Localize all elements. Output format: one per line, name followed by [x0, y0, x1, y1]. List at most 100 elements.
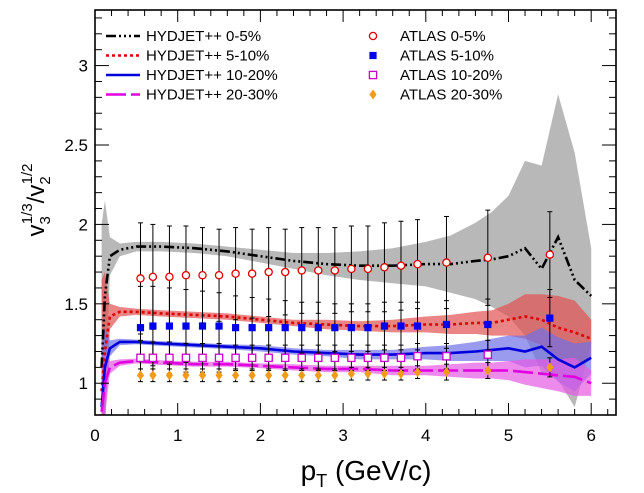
data-point-0 — [363, 264, 373, 274]
data-point-2 — [148, 353, 158, 363]
model-line-0 — [100, 233, 593, 368]
y-tick-label: 1 — [79, 374, 88, 393]
y-axis-title: v31/3/v21/2 — [19, 163, 54, 236]
legend-marker-3 — [369, 89, 377, 100]
data-point-1 — [314, 324, 322, 332]
model-band-3 — [101, 351, 592, 415]
data-point-3 — [231, 370, 240, 381]
model-line-1 — [100, 310, 592, 392]
data-point-2 — [136, 353, 145, 363]
axis-ticks — [94, 10, 616, 416]
data-point-3 — [397, 368, 405, 379]
data-point-1 — [265, 324, 273, 332]
data-point-2 — [396, 353, 406, 363]
data-point-3 — [265, 370, 273, 381]
data-point-0 — [264, 267, 273, 277]
legend-marker-1 — [369, 51, 377, 60]
model-curves — [100, 233, 593, 412]
legend-data-label-0: ATLAS 0-5% — [400, 28, 486, 45]
data-point-2 — [347, 353, 356, 363]
data-point-0 — [181, 270, 191, 280]
data-point-0 — [148, 272, 158, 282]
data-point-1 — [484, 320, 492, 329]
data-point-2 — [280, 353, 290, 363]
data-point-1 — [413, 322, 422, 330]
data-point-3 — [364, 368, 372, 379]
legend-label-3: HYDJET++ 20-30% — [146, 87, 278, 104]
data-point-2 — [483, 350, 493, 359]
x-tick-label: 4 — [421, 426, 430, 445]
x-tick-label: 3 — [338, 426, 347, 445]
data-point-1 — [331, 324, 339, 332]
data-point-0 — [413, 259, 422, 269]
legend-data-label-2: ATLAS 10-20% — [400, 67, 502, 84]
data-point-2 — [297, 353, 306, 363]
y-tick-label: 1.5 — [64, 295, 88, 314]
legend-label-2: HYDJET++ 10-20% — [146, 67, 278, 84]
data-point-0 — [198, 270, 207, 280]
data-point-1 — [364, 324, 372, 332]
legend: HYDJET++ 0-5% HYDJET++ 5-10% HYDJET++ 10-2… — [106, 28, 502, 104]
legend-label-0: HYDJET++ 0-5% — [146, 28, 261, 45]
data-point-3 — [298, 370, 306, 381]
data-point-3 — [165, 370, 174, 381]
data-point-0 — [165, 272, 174, 282]
x-tick-label: 2 — [256, 426, 265, 445]
x-axis-title: pT (GeV/c) — [301, 455, 432, 491]
data-point-1 — [380, 322, 389, 330]
data-point-2 — [442, 351, 451, 361]
data-point-0 — [280, 267, 290, 277]
data-point-2 — [413, 351, 422, 361]
data-point-0 — [247, 269, 257, 278]
data-point-2 — [380, 353, 389, 363]
data-point-0 — [483, 253, 493, 263]
data-points — [136, 209, 555, 383]
data-point-1 — [198, 322, 207, 330]
x-tick-label: 1 — [173, 426, 182, 445]
x-tick-label: 6 — [586, 426, 595, 445]
data-point-2 — [363, 353, 373, 363]
data-point-3 — [149, 370, 157, 381]
data-point-2 — [214, 353, 224, 363]
data-point-3 — [331, 370, 339, 381]
data-point-1 — [149, 322, 157, 330]
data-point-3 — [215, 370, 223, 381]
data-point-1 — [165, 322, 174, 330]
x-tick-label: 0 — [90, 426, 99, 445]
data-point-0 — [442, 258, 451, 267]
data-point-0 — [330, 266, 340, 275]
data-point-0 — [136, 274, 145, 283]
data-point-1 — [215, 322, 223, 330]
data-point-1 — [397, 322, 405, 330]
data-point-2 — [231, 353, 240, 363]
data-point-2 — [314, 353, 323, 363]
data-point-1 — [182, 322, 190, 330]
data-point-0 — [231, 269, 240, 278]
data-point-2 — [181, 353, 191, 363]
data-point-1 — [442, 320, 451, 329]
data-point-2 — [198, 353, 207, 363]
data-point-3 — [182, 370, 190, 381]
legend-marker-2 — [368, 70, 378, 80]
data-point-3 — [136, 370, 145, 381]
data-point-0 — [396, 261, 406, 270]
model-band-0 — [101, 94, 592, 415]
model-line-2 — [100, 340, 592, 408]
axis-tick-labels: 0 1 2 3 4 5 6 1 1.5 2 2.5 3 — [64, 57, 596, 445]
data-point-3 — [281, 370, 289, 381]
data-point-1 — [231, 324, 240, 332]
y-tick-label: 3 — [79, 57, 88, 76]
legend-label-1: HYDJET++ 5-10% — [146, 48, 269, 65]
data-point-0 — [545, 250, 555, 259]
data-point-1 — [281, 324, 289, 332]
data-point-3 — [413, 367, 422, 378]
data-point-0 — [380, 263, 389, 272]
data-point-0 — [214, 270, 224, 280]
data-point-1 — [136, 324, 145, 332]
data-point-2 — [247, 353, 257, 363]
legend-marker-0 — [368, 31, 378, 41]
data-point-3 — [546, 362, 554, 373]
data-point-3 — [380, 368, 389, 379]
data-point-0 — [297, 266, 306, 275]
